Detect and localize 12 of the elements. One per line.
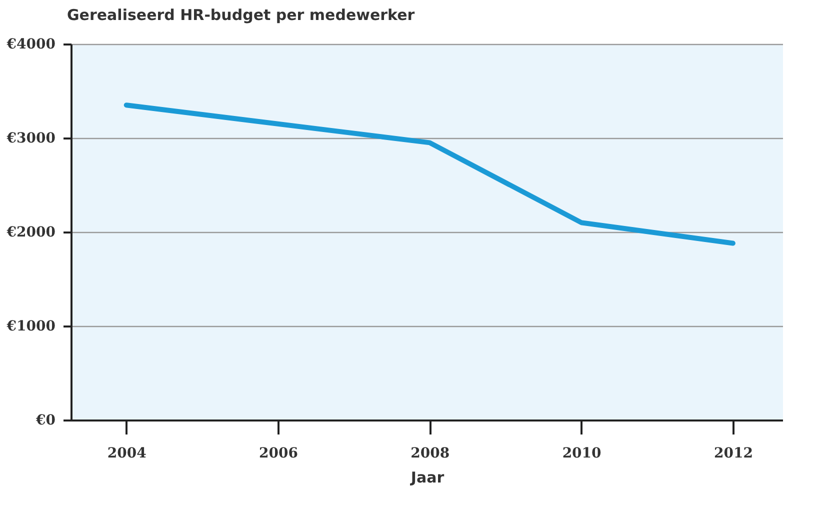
x-tick-label: 2006 xyxy=(259,446,298,462)
x-tick-label: 2008 xyxy=(410,446,450,462)
y-tick-label: €3000 xyxy=(6,130,56,146)
x-axis-title: Jaar xyxy=(410,468,445,486)
chart-title: Gerealiseerd HR-budget per medewerker xyxy=(67,6,416,24)
x-tick-label: 2004 xyxy=(107,446,147,462)
y-tick-label: €1000 xyxy=(6,318,56,334)
x-tick-label: 2010 xyxy=(562,446,602,462)
y-tick-label: €2000 xyxy=(6,224,56,240)
y-tick-label: €4000 xyxy=(6,36,56,52)
y-tick-label: €0 xyxy=(35,412,56,428)
x-tick-label: 2012 xyxy=(714,446,753,462)
